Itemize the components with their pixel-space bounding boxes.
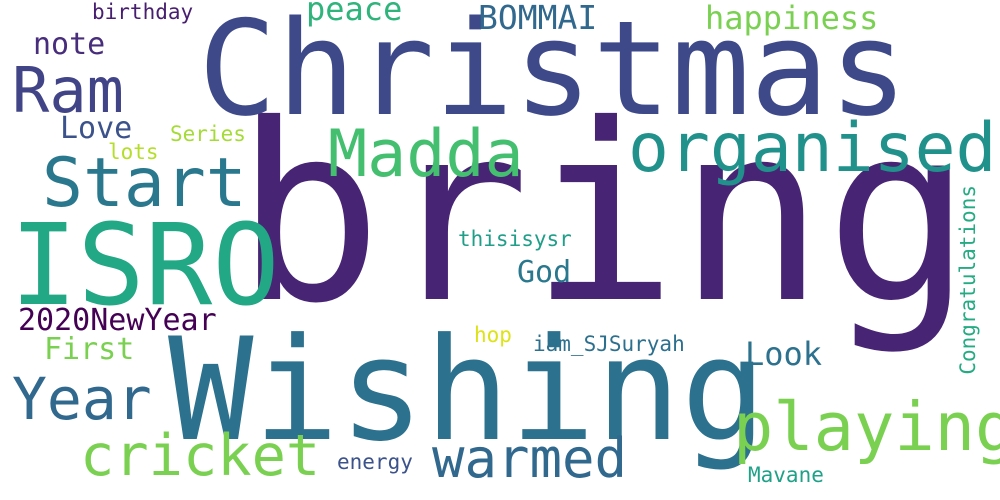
word-ram: Ram xyxy=(12,54,124,127)
word-look: Look xyxy=(745,335,823,373)
word-wishing: Wishing xyxy=(168,308,767,473)
word-cricket: cricket xyxy=(80,423,321,489)
word-energy: energy xyxy=(337,450,413,474)
word-hop: hop xyxy=(474,323,512,347)
word-year: Year xyxy=(12,365,152,433)
word-madda: Madda xyxy=(328,117,524,192)
word-bommai: BOMMAI xyxy=(478,0,598,37)
word-congratulations: Congratulations xyxy=(956,185,980,375)
word-god: God xyxy=(517,255,572,290)
word-bring: bring xyxy=(235,72,973,357)
word-warmed: warmed xyxy=(432,427,628,490)
word-birthday: birthday xyxy=(92,0,194,24)
word-2020newyear: 2020NewYear xyxy=(18,303,217,338)
word-isro: ISRO xyxy=(10,201,280,331)
word-iam-sjsuryah: iam_SJSuryah xyxy=(533,332,685,356)
word-lots: lots xyxy=(108,140,159,164)
word-thisisysr: thisisysr xyxy=(458,227,572,251)
word-first: First xyxy=(44,332,135,367)
word-christmas: Christmas xyxy=(198,0,908,145)
word-love: Love xyxy=(60,111,133,146)
word-start: Start xyxy=(42,144,247,223)
word-playing: playing xyxy=(733,388,1000,466)
word-organised: organised xyxy=(628,109,997,188)
word-peace: peace xyxy=(306,0,403,28)
word-series: Series xyxy=(170,122,246,146)
word-mavane: Mavane xyxy=(748,463,824,487)
word-happiness: happiness xyxy=(705,0,879,37)
word-note: note xyxy=(33,27,106,62)
